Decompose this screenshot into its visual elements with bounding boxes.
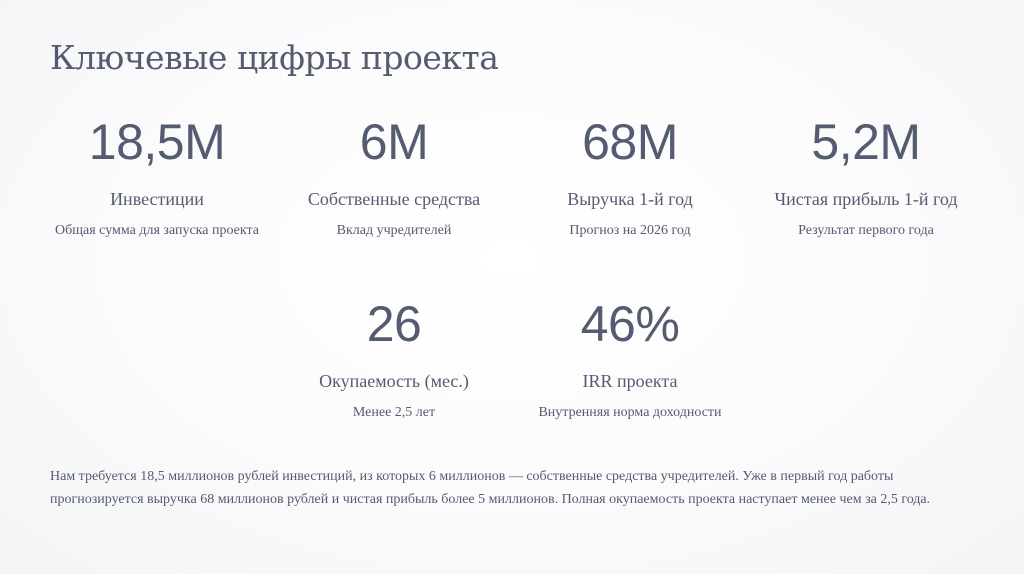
summary-paragraph: Нам требуется 18,5 миллионов рублей инве…	[50, 469, 931, 507]
metric-description: Результат первого года	[798, 223, 934, 238]
metric-payback: 26 Окупаемость (мес.) Менее 2,5 лет	[284, 296, 504, 424]
metric-label: Чистая прибыль 1-й год	[774, 189, 958, 209]
metric-value: 18,5M	[88, 114, 226, 170]
metric-description: Менее 2,5 лет	[352, 405, 436, 420]
metric-value: 68M	[582, 114, 678, 170]
metric-description: Вклад учредителей	[336, 223, 452, 238]
metric-value: 6M	[359, 114, 429, 170]
metric-label: Собственные средства	[307, 189, 481, 209]
metric-description: Внутренняя норма доходности	[538, 405, 722, 420]
metric-own-funds: 6M Собственные средства Вклад учредителе…	[284, 114, 504, 242]
metric-description: Общая сумма для запуска проекта	[55, 223, 259, 238]
metric-description: Прогноз на 2026 год	[569, 223, 691, 238]
metric-label: Окупаемость (мес.)	[319, 371, 469, 391]
metric-net-profit: 5,2M Чистая прибыль 1-й год Результат пе…	[756, 114, 976, 242]
metric-revenue: 68M Выручка 1-й год Прогноз на 2026 год	[520, 114, 740, 242]
metric-value: 46%	[580, 296, 680, 352]
metric-label: IRR проекта	[582, 371, 678, 391]
metric-label: Инвестиции	[110, 189, 204, 209]
slide-title: Ключевые цифры проекта	[50, 38, 499, 77]
metric-irr: 46% IRR проекта Внутренняя норма доходно…	[520, 296, 740, 424]
metric-value: 5,2M	[811, 114, 921, 170]
metric-value: 26	[366, 296, 422, 352]
metric-investments: 18,5M Инвестиции Общая сумма для запуска…	[47, 114, 267, 242]
metric-label: Выручка 1-й год	[567, 189, 693, 209]
